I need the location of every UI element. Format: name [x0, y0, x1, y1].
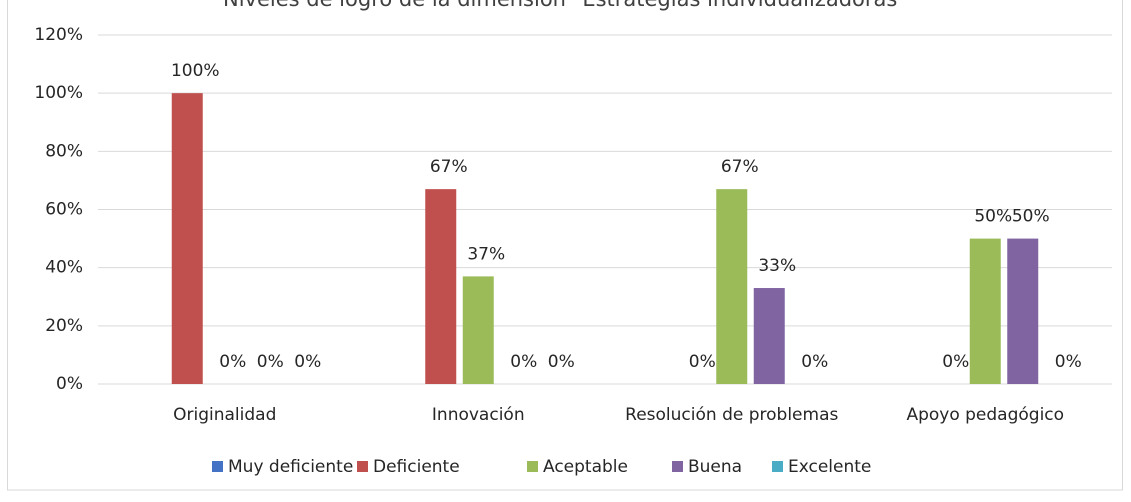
data-label: 0% — [801, 352, 828, 372]
bar — [425, 189, 457, 384]
data-label: 0% — [548, 352, 575, 372]
legend-swatch — [672, 461, 683, 472]
chart-border — [7, 0, 1123, 491]
data-label: 67% — [430, 157, 468, 177]
data-label: 0% — [294, 352, 321, 372]
x-tick-label: Innovación — [432, 405, 525, 425]
legend-label: Aceptable — [543, 457, 628, 477]
chart-title: Niveles de logro de la dimensión "Estrat… — [223, 0, 907, 11]
legend-label: Excelente — [788, 457, 871, 477]
y-tick-label: 0% — [56, 374, 83, 394]
data-label: 0% — [689, 352, 716, 372]
y-tick-label: 80% — [45, 141, 83, 161]
y-tick-label: 60% — [45, 200, 83, 220]
legend-label: Buena — [688, 457, 742, 477]
legend-label: Deficiente — [373, 457, 460, 477]
bar — [716, 189, 748, 384]
y-tick-label: 120% — [34, 25, 83, 45]
data-label: 0% — [1055, 352, 1082, 372]
bar — [171, 93, 203, 385]
data-label: 50% — [1012, 207, 1050, 227]
legend-swatch — [527, 461, 538, 472]
data-label: 0% — [510, 352, 537, 372]
data-label: 100% — [171, 61, 220, 81]
legend-swatch — [772, 461, 783, 472]
y-tick-label: 20% — [45, 316, 83, 336]
legend-swatch — [357, 461, 368, 472]
x-tick-label: Apoyo pedagógico — [906, 405, 1064, 425]
y-tick-label: 100% — [34, 83, 83, 103]
data-label: 0% — [257, 352, 284, 372]
data-label: 0% — [219, 352, 246, 372]
bar — [462, 276, 494, 384]
data-label: 33% — [758, 256, 796, 276]
legend-label: Muy deficiente — [228, 457, 353, 477]
bar — [969, 238, 1001, 384]
legend-swatch — [212, 461, 223, 472]
data-label: 0% — [942, 352, 969, 372]
y-tick-label: 40% — [45, 258, 83, 278]
x-tick-label: Originalidad — [173, 405, 276, 425]
bar — [1007, 238, 1039, 384]
data-label: 37% — [467, 244, 505, 264]
data-label: 50% — [974, 207, 1012, 227]
bar — [753, 288, 785, 384]
data-label: 67% — [721, 157, 759, 177]
x-tick-label: Resolución de problemas — [625, 405, 838, 425]
